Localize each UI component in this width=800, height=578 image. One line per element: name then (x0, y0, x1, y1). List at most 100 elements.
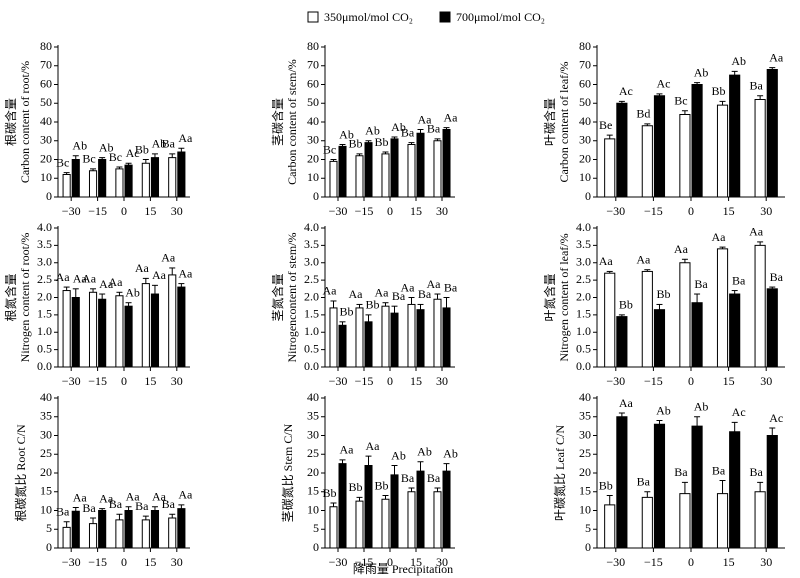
x-tick-label: 15 (723, 374, 735, 388)
bar (381, 153, 390, 198)
significance-label: Aa (366, 439, 381, 453)
significance-label: Ba (427, 471, 441, 485)
y-tick-label: 40 (579, 114, 591, 128)
y-tick-label: 50 (307, 95, 319, 109)
y-tick-label: 30 (307, 427, 319, 441)
significance-label: Ab (125, 285, 140, 299)
y-tick-label: 0 (46, 540, 52, 554)
significance-label: Aa (340, 443, 355, 457)
x-tick-label: −30 (606, 374, 625, 388)
x-tick-label: −15 (355, 204, 374, 218)
bar (754, 99, 766, 198)
significance-label: Aa (769, 50, 784, 64)
significance-label: Ba (162, 497, 176, 511)
x-tick-label: −15 (644, 374, 663, 388)
bar (381, 498, 390, 549)
bar (141, 283, 150, 368)
bar (150, 510, 160, 549)
x-tick-label: 15 (723, 204, 735, 218)
y-tick-label: 40 (579, 390, 591, 404)
significance-label: Ab (152, 137, 167, 151)
x-tick-label: 0 (688, 555, 694, 569)
significance-label: Aa (674, 242, 689, 256)
significance-label: Aa (348, 287, 363, 301)
x-tick-label: −15 (644, 555, 663, 569)
significance-label: Ac (126, 146, 140, 160)
bar (115, 519, 124, 549)
bar (416, 132, 425, 198)
bar (653, 423, 666, 549)
legend-label: 700μmol/mol CO₂ (456, 10, 545, 24)
y-tick-label: 15 (40, 484, 52, 498)
significance-label: Aa (636, 252, 651, 266)
significance-label: Ab (694, 65, 709, 79)
x-tick-label: 0 (121, 555, 127, 569)
bar (329, 160, 338, 198)
significance-label: Ba (712, 463, 726, 477)
y-tick-label: 2.0 (37, 289, 52, 303)
y-axis-title: 叶碳含量 (542, 98, 557, 146)
y-tick-label: 3.5 (304, 237, 319, 251)
y-tick-label: 10 (307, 502, 319, 516)
bar (679, 493, 691, 549)
y-tick-label: 1.0 (576, 324, 591, 338)
bar (177, 286, 186, 368)
bar (168, 274, 177, 368)
y-tick-label: 5 (585, 521, 591, 535)
x-tick-label: 30 (760, 555, 772, 569)
bar (355, 155, 364, 198)
x-tick-label: −30 (329, 374, 348, 388)
y-tick-label: 15 (307, 484, 319, 498)
x-tick-label: −30 (62, 374, 81, 388)
x-tick-label: 30 (436, 374, 448, 388)
y-tick-label: 40 (40, 114, 52, 128)
bar (679, 262, 691, 368)
y-tick-label: 2.0 (304, 289, 319, 303)
bar (177, 151, 186, 198)
y-axis-title: 根碳氮比 Root C/N (13, 424, 28, 522)
bar (62, 174, 71, 198)
y-tick-label: 70 (307, 58, 319, 72)
x-tick-label: −30 (62, 204, 81, 218)
y-tick-label: 25 (40, 446, 52, 460)
bar (390, 312, 399, 368)
legend-swatch (307, 11, 319, 23)
bar (729, 431, 741, 549)
significance-label: Ab (694, 400, 709, 414)
significance-label: Ab (339, 127, 354, 141)
significance-label: Ba (109, 497, 123, 511)
significance-label: Ba (427, 122, 441, 136)
bar (653, 309, 666, 368)
y-tick-label: 3.0 (37, 255, 52, 269)
y-tick-label: 10 (579, 170, 591, 184)
significance-label: Ab (443, 446, 458, 460)
y-tick-label: 10 (40, 502, 52, 516)
y-tick-label: 4.0 (576, 220, 591, 234)
y-tick-label: 10 (40, 170, 52, 184)
significance-label: Bb (340, 305, 354, 319)
bar (691, 84, 703, 198)
x-tick-label: −30 (329, 555, 348, 569)
y-tick-label: 3.0 (304, 255, 319, 269)
significance-label: Aa (426, 277, 441, 291)
y-tick-label: 25 (307, 446, 319, 460)
bar (679, 114, 691, 198)
bar (653, 95, 666, 198)
x-tick-label: 0 (387, 555, 393, 569)
significance-label: Ab (391, 448, 406, 462)
x-tick-label: −30 (329, 204, 348, 218)
significance-label: Aa (73, 490, 88, 504)
bar (62, 526, 71, 549)
y-tick-label: 1.0 (37, 324, 52, 338)
y-tick-label: 0 (46, 189, 52, 203)
significance-label: Aa (619, 396, 634, 410)
bar (124, 510, 133, 549)
significance-label: Aa (108, 275, 123, 289)
x-tick-label: 15 (144, 204, 156, 218)
y-tick-label: 60 (307, 76, 319, 90)
significance-label: Aa (444, 110, 459, 124)
significance-label: Ac (732, 405, 746, 419)
y-tick-label: 80 (579, 39, 591, 53)
y-tick-label: 35 (579, 409, 591, 423)
